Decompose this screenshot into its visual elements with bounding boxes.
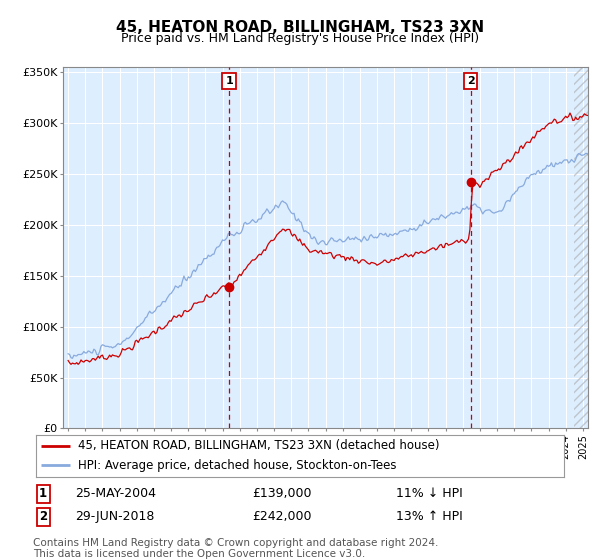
- Text: 13% ↑ HPI: 13% ↑ HPI: [396, 510, 463, 524]
- Bar: [574, 67, 588, 428]
- Text: £242,000: £242,000: [252, 510, 311, 524]
- Text: 1: 1: [39, 487, 47, 501]
- Text: Contains HM Land Registry data © Crown copyright and database right 2024.
This d: Contains HM Land Registry data © Crown c…: [33, 538, 439, 559]
- Text: 45, HEATON ROAD, BILLINGHAM, TS23 3XN: 45, HEATON ROAD, BILLINGHAM, TS23 3XN: [116, 20, 484, 35]
- Text: £139,000: £139,000: [252, 487, 311, 501]
- Text: 2: 2: [39, 510, 47, 524]
- Text: 2: 2: [467, 76, 475, 86]
- Text: 25-MAY-2004: 25-MAY-2004: [75, 487, 156, 501]
- Text: 11% ↓ HPI: 11% ↓ HPI: [396, 487, 463, 501]
- Text: 29-JUN-2018: 29-JUN-2018: [75, 510, 154, 524]
- Text: 45, HEATON ROAD, BILLINGHAM, TS23 3XN (detached house): 45, HEATON ROAD, BILLINGHAM, TS23 3XN (d…: [78, 439, 440, 452]
- Text: 1: 1: [225, 76, 233, 86]
- Text: HPI: Average price, detached house, Stockton-on-Tees: HPI: Average price, detached house, Stoc…: [78, 459, 397, 472]
- Text: Price paid vs. HM Land Registry's House Price Index (HPI): Price paid vs. HM Land Registry's House …: [121, 32, 479, 45]
